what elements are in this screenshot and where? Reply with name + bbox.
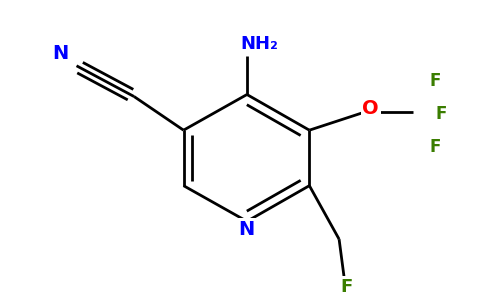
Text: NH₂: NH₂: [240, 35, 278, 53]
Text: N: N: [238, 220, 254, 239]
Text: F: F: [429, 138, 441, 156]
Text: O: O: [363, 99, 379, 118]
Text: F: F: [436, 105, 447, 123]
Text: N: N: [53, 44, 69, 63]
Text: F: F: [340, 278, 352, 296]
Text: F: F: [429, 72, 441, 90]
